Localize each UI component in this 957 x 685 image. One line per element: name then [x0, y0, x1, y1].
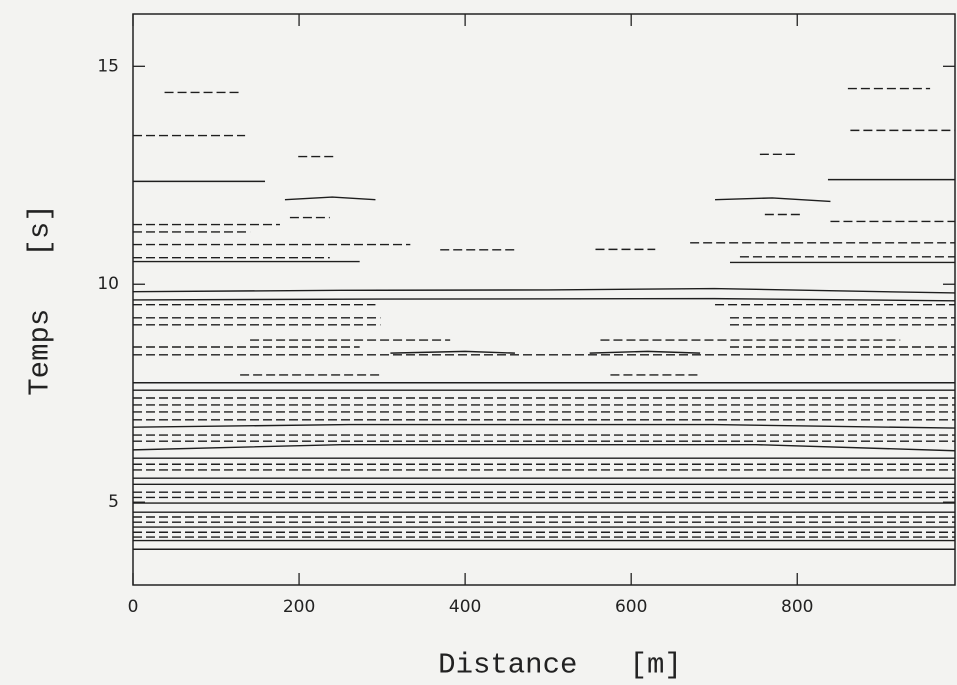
contour-line — [132, 423, 956, 429]
x-tick-label: 200 — [283, 597, 315, 617]
x-axis-title: Distance [m] — [438, 649, 682, 682]
contour-line — [390, 350, 515, 354]
y-axis-title: Temps [s] — [24, 204, 57, 395]
contour-line — [715, 197, 831, 203]
contour-line — [132, 287, 956, 294]
contour-line — [132, 297, 956, 302]
x-tick-label: 600 — [615, 597, 647, 617]
contour-line — [589, 350, 701, 354]
x-tick-label: 0 — [128, 597, 139, 617]
x-tick-label: 400 — [449, 597, 481, 617]
y-tick-label: 5 — [108, 492, 119, 512]
contour-line — [284, 196, 376, 201]
contour-line — [132, 443, 956, 452]
x-tick-label: 800 — [781, 597, 813, 617]
y-tick-label: 10 — [97, 274, 119, 294]
y-tick-label: 15 — [97, 56, 119, 76]
